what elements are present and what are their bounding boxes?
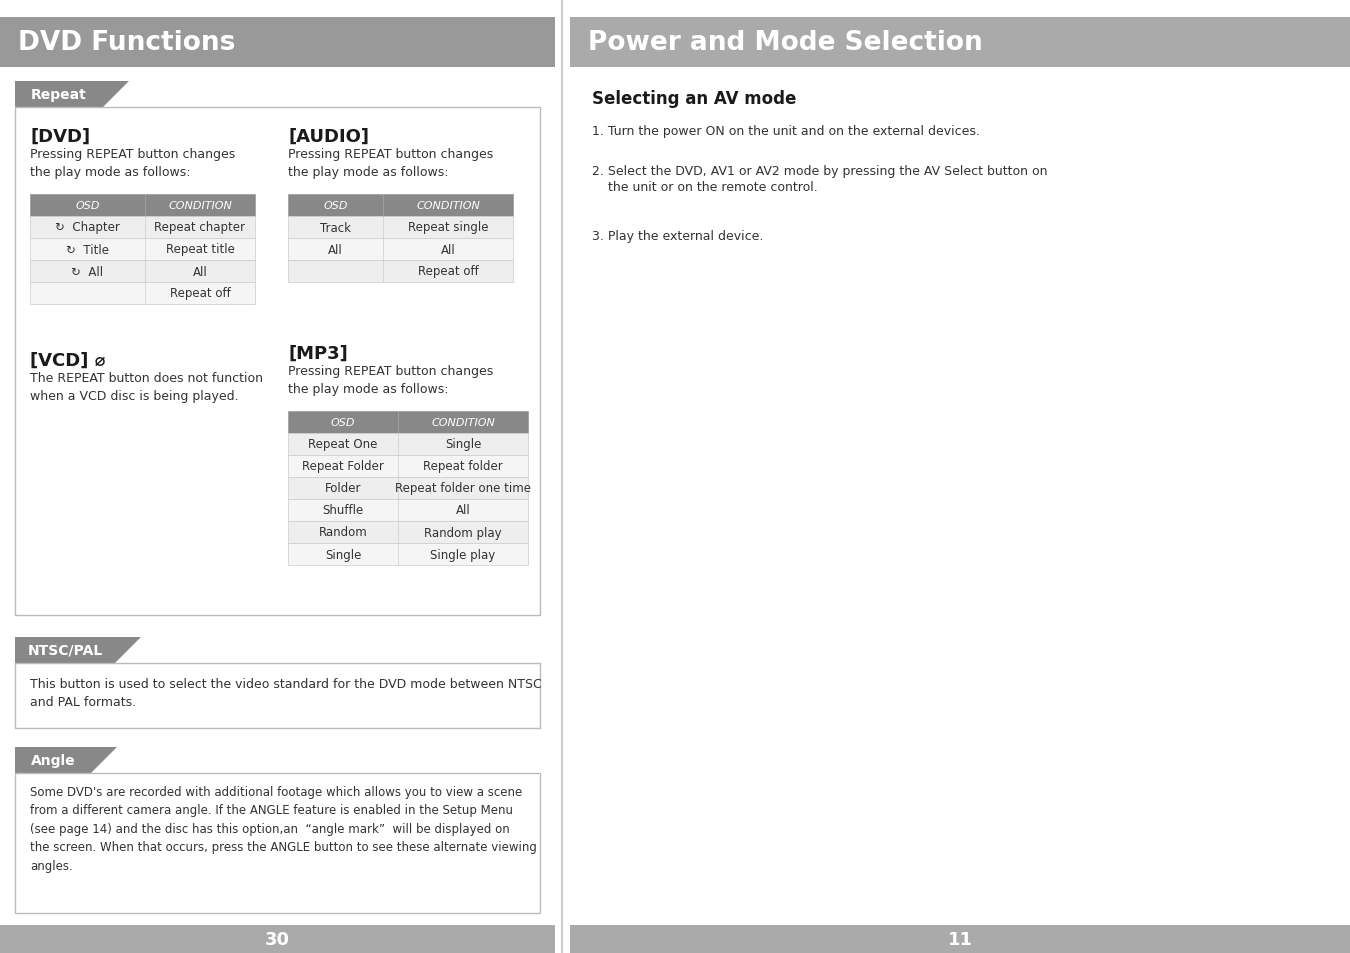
Text: ↻  Title: ↻ Title (66, 243, 109, 256)
Text: 3. Play the external device.: 3. Play the external device. (593, 230, 763, 243)
FancyBboxPatch shape (288, 239, 513, 261)
Text: Single play: Single play (431, 548, 495, 561)
Text: OSD: OSD (331, 417, 355, 428)
FancyBboxPatch shape (288, 434, 528, 456)
FancyBboxPatch shape (15, 773, 540, 913)
Text: Angle: Angle (31, 753, 76, 767)
Text: Repeat single: Repeat single (408, 221, 489, 234)
Text: All: All (193, 265, 208, 278)
Text: All: All (440, 243, 455, 256)
FancyBboxPatch shape (288, 456, 528, 477)
Polygon shape (103, 82, 130, 108)
FancyBboxPatch shape (30, 216, 255, 239)
Text: [MP3]: [MP3] (288, 345, 348, 363)
Text: [AUDIO]: [AUDIO] (288, 128, 369, 146)
FancyBboxPatch shape (288, 216, 513, 239)
Text: This button is used to select the video standard for the DVD mode between NTSC
a: This button is used to select the video … (30, 678, 541, 708)
Text: All: All (328, 243, 343, 256)
Text: CONDITION: CONDITION (416, 201, 481, 211)
Text: The REPEAT button does not function
when a VCD disc is being played.: The REPEAT button does not function when… (30, 372, 263, 402)
FancyBboxPatch shape (30, 261, 255, 283)
Text: Pressing REPEAT button changes
the play mode as follows:: Pressing REPEAT button changes the play … (288, 148, 493, 179)
FancyBboxPatch shape (288, 194, 513, 216)
Text: the unit or on the remote control.: the unit or on the remote control. (593, 181, 818, 193)
FancyBboxPatch shape (15, 663, 540, 728)
FancyBboxPatch shape (15, 638, 115, 663)
Text: Repeat folder: Repeat folder (423, 460, 502, 473)
Text: Repeat One: Repeat One (308, 438, 378, 451)
Text: Repeat folder one time: Repeat folder one time (396, 482, 531, 495)
Text: OSD: OSD (76, 201, 100, 211)
Text: All: All (455, 504, 470, 517)
Text: Some DVD's are recorded with additional footage which allows you to view a scene: Some DVD's are recorded with additional … (30, 785, 537, 872)
FancyBboxPatch shape (0, 925, 555, 953)
Text: Power and Mode Selection: Power and Mode Selection (589, 30, 983, 56)
Text: DVD Functions: DVD Functions (18, 30, 235, 56)
Text: Folder: Folder (325, 482, 362, 495)
Text: 2. Select the DVD, AV1 or AV2 mode by pressing the AV Select button on: 2. Select the DVD, AV1 or AV2 mode by pr… (593, 165, 1048, 178)
Text: Pressing REPEAT button changes
the play mode as follows:: Pressing REPEAT button changes the play … (288, 365, 493, 395)
Text: 30: 30 (265, 930, 290, 948)
FancyBboxPatch shape (30, 194, 255, 216)
Text: Random play: Random play (424, 526, 502, 539)
Text: Shuffle: Shuffle (323, 504, 363, 517)
FancyBboxPatch shape (288, 499, 528, 521)
FancyBboxPatch shape (288, 543, 528, 565)
Text: Repeat title: Repeat title (166, 243, 235, 256)
Text: [DVD]: [DVD] (30, 128, 90, 146)
Text: Selecting an AV mode: Selecting an AV mode (593, 90, 796, 108)
FancyBboxPatch shape (288, 521, 528, 543)
FancyBboxPatch shape (288, 477, 528, 499)
FancyBboxPatch shape (288, 261, 513, 283)
Text: Pressing REPEAT button changes
the play mode as follows:: Pressing REPEAT button changes the play … (30, 148, 235, 179)
Text: NTSC/PAL: NTSC/PAL (27, 643, 103, 658)
Text: OSD: OSD (323, 201, 348, 211)
Text: CONDITION: CONDITION (431, 417, 495, 428)
Text: Random: Random (319, 526, 367, 539)
Text: Single: Single (325, 548, 362, 561)
FancyBboxPatch shape (30, 283, 255, 305)
Polygon shape (90, 747, 117, 773)
FancyBboxPatch shape (0, 18, 555, 68)
Text: 11: 11 (948, 930, 972, 948)
Text: 1. Turn the power ON on the unit and on the external devices.: 1. Turn the power ON on the unit and on … (593, 125, 980, 138)
FancyBboxPatch shape (30, 239, 255, 261)
FancyBboxPatch shape (288, 412, 528, 434)
Text: ↻  All: ↻ All (72, 265, 104, 278)
Text: Repeat off: Repeat off (417, 265, 478, 278)
FancyBboxPatch shape (570, 18, 1350, 68)
Text: Single: Single (444, 438, 481, 451)
Text: Repeat off: Repeat off (170, 287, 231, 300)
Text: Repeat chapter: Repeat chapter (154, 221, 246, 234)
FancyBboxPatch shape (15, 747, 90, 773)
Polygon shape (115, 638, 140, 663)
Text: [VCD] ⌀: [VCD] ⌀ (30, 352, 105, 370)
Text: Track: Track (320, 221, 351, 234)
Text: Repeat Folder: Repeat Folder (302, 460, 383, 473)
Text: ↻  Chapter: ↻ Chapter (55, 221, 120, 234)
Text: Repeat: Repeat (31, 88, 86, 102)
FancyBboxPatch shape (570, 925, 1350, 953)
FancyBboxPatch shape (15, 108, 540, 616)
FancyBboxPatch shape (15, 82, 103, 108)
Text: CONDITION: CONDITION (167, 201, 232, 211)
